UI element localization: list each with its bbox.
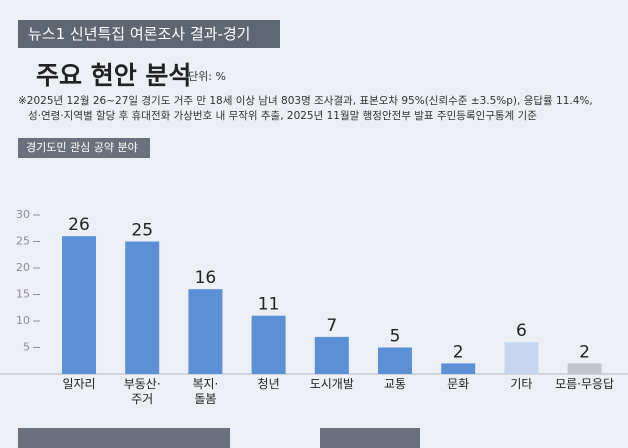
x-tick-label: 기타	[510, 377, 533, 391]
header-banner: 뉴스1 신년특집 여론조사 결과-경기	[18, 20, 280, 48]
bar	[314, 336, 349, 374]
bar	[188, 289, 223, 374]
y-tick-label: 5	[23, 341, 30, 354]
y-tick-label: 10	[16, 314, 30, 327]
page-title: 주요 현안 분석	[36, 61, 192, 90]
value-label: 6	[516, 321, 527, 341]
x-tick-label: 복지· 돌봄	[192, 377, 219, 406]
y-tick-label: 15	[16, 288, 30, 301]
x-tick-label: 청년	[257, 377, 280, 391]
next-section-label	[320, 428, 420, 448]
bar	[504, 342, 539, 374]
bar	[125, 241, 160, 374]
value-label: 26	[68, 215, 90, 235]
value-label: 2	[453, 342, 464, 362]
y-tick-label: 30	[16, 208, 30, 221]
chart-title: 경기도민 관심 공약 분야	[18, 138, 150, 158]
bar	[378, 347, 412, 374]
value-label: 11	[258, 295, 280, 315]
x-tick-label: 문화	[447, 377, 470, 391]
bar	[441, 363, 476, 374]
note: ※2025년 12월 26~27일 경기도 거주 만 18세 이상 남녀 803…	[18, 95, 593, 107]
next-section-label	[18, 428, 230, 448]
value-label: 7	[326, 316, 337, 336]
x-tick-label: 모름·무응답	[555, 377, 615, 391]
note: 성·연령·지역별 할당 후 휴대전화 가상번호 내 무작위 추출, 2025년 …	[28, 110, 537, 122]
x-tick-label: 일자리	[62, 377, 96, 391]
x-tick-label: 교통	[383, 377, 407, 391]
x-tick-label: 부동산· 주거	[123, 377, 161, 406]
bar	[62, 236, 96, 374]
value-label: 2	[579, 342, 590, 362]
value-label: 5	[390, 327, 401, 347]
page: {"header": "뉴스1 신년특집 여론조사 결과-경기", "title…	[0, 20, 628, 448]
bar	[251, 315, 286, 374]
bar	[567, 363, 602, 374]
x-tick-label: 도시개발	[309, 377, 354, 391]
value-label: 25	[131, 221, 153, 241]
unit-label: 단위: %	[188, 70, 226, 83]
y-tick-label: 25	[16, 235, 30, 248]
value-label: 16	[195, 268, 217, 288]
y-tick-label: 20	[16, 261, 30, 274]
